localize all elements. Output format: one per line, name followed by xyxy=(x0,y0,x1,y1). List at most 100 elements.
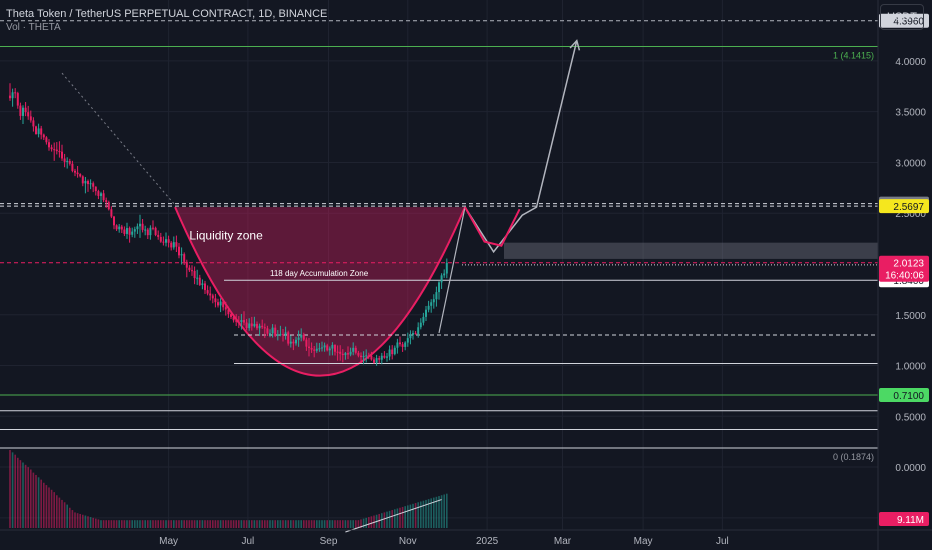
candle-body xyxy=(386,356,388,358)
candle-body xyxy=(92,183,95,187)
candle-body xyxy=(341,353,344,356)
volume-bar xyxy=(336,520,339,528)
volume-bar xyxy=(266,520,269,528)
candle-body xyxy=(172,242,175,248)
candle-body xyxy=(11,92,14,99)
candle-body xyxy=(302,334,305,340)
currency-selector[interactable]: USDT xyxy=(880,4,924,30)
volume-bar xyxy=(362,518,365,528)
candle-body xyxy=(50,147,53,150)
cup-curve xyxy=(174,206,466,377)
volume-bar xyxy=(136,520,139,528)
candle-body xyxy=(63,158,66,162)
volume-bar xyxy=(435,496,438,528)
candle-body xyxy=(40,128,43,135)
candle-body xyxy=(146,229,149,236)
candle-body xyxy=(185,261,188,268)
price-axis-tick: 1.5000 xyxy=(895,311,926,322)
candle-body xyxy=(352,347,355,352)
candle-body xyxy=(357,352,360,356)
candle-body xyxy=(269,333,271,335)
candle-body xyxy=(183,254,186,262)
volume-bar xyxy=(360,519,362,528)
candle-body xyxy=(53,149,56,151)
volume-bar xyxy=(334,520,336,528)
candle-body xyxy=(219,301,222,306)
candle-body xyxy=(440,275,443,283)
volume-bar xyxy=(339,520,341,528)
volume-bar xyxy=(404,506,406,528)
candle-body xyxy=(258,325,261,329)
volume-bar xyxy=(243,520,245,528)
candle-body xyxy=(58,151,61,153)
volume-bar xyxy=(160,520,162,528)
volume-bar xyxy=(27,467,29,528)
volume-bar xyxy=(199,520,201,528)
volume-bar xyxy=(196,520,198,528)
candle-body xyxy=(367,355,370,357)
candle-body xyxy=(84,181,87,184)
candle-body xyxy=(37,128,40,135)
volume-bar xyxy=(227,520,230,528)
projection-path xyxy=(464,40,578,254)
volume-bar xyxy=(386,511,388,528)
volume-bar xyxy=(329,520,331,528)
volume-bar xyxy=(100,520,102,528)
candle-body xyxy=(45,137,48,143)
volume-bar xyxy=(214,520,217,528)
volume-bar xyxy=(248,520,250,528)
volume-bar xyxy=(357,520,360,528)
candle-body xyxy=(170,242,173,248)
candle-body xyxy=(331,344,334,349)
volume-bar xyxy=(401,506,404,528)
volume-bar xyxy=(56,495,58,528)
candle-body xyxy=(414,333,417,335)
candle-body xyxy=(432,299,435,303)
candle-body xyxy=(162,241,165,243)
candle-body xyxy=(42,134,45,138)
candle-body xyxy=(438,282,440,293)
candle-body xyxy=(445,262,448,274)
candle-body xyxy=(102,193,105,201)
candle-body xyxy=(396,342,399,348)
candle-body xyxy=(123,229,126,234)
annotation-label: 118 day Accumulation Zone xyxy=(270,269,369,278)
volume-bar xyxy=(92,517,94,528)
volume-bar xyxy=(76,513,79,528)
candle-body xyxy=(27,112,30,117)
volume-bar xyxy=(381,513,383,528)
candle-body xyxy=(344,353,347,356)
candle-body xyxy=(248,323,251,329)
candle-body xyxy=(263,327,266,329)
candle-body xyxy=(406,338,409,343)
candle-body xyxy=(217,302,219,306)
volume-bar xyxy=(326,520,328,528)
candle-body xyxy=(360,355,362,358)
candle-body xyxy=(308,346,310,348)
volume-bar xyxy=(407,505,409,528)
volume-bar xyxy=(284,520,287,528)
volume-bar xyxy=(305,520,308,528)
volume-bar xyxy=(318,520,321,528)
volume-bar xyxy=(303,520,305,528)
candle-body xyxy=(94,186,97,192)
volume-bar xyxy=(253,520,256,528)
volume-bar xyxy=(349,520,352,528)
candle-body xyxy=(32,120,35,127)
volume-bar xyxy=(433,497,435,528)
volume-bar xyxy=(269,520,271,528)
volume-bar xyxy=(69,507,71,528)
candle-body xyxy=(100,193,102,196)
price-axis-tick: 1.0000 xyxy=(895,362,926,373)
volume-bar xyxy=(188,520,191,528)
volume-bar xyxy=(316,520,318,528)
volume-bar xyxy=(388,510,391,528)
candle-body xyxy=(118,226,121,230)
candle-body xyxy=(380,355,383,360)
candle-body xyxy=(74,170,76,173)
volume-bar xyxy=(352,520,354,528)
candle-body xyxy=(180,254,183,256)
candle-body xyxy=(256,323,258,329)
volume-bar xyxy=(134,520,136,528)
